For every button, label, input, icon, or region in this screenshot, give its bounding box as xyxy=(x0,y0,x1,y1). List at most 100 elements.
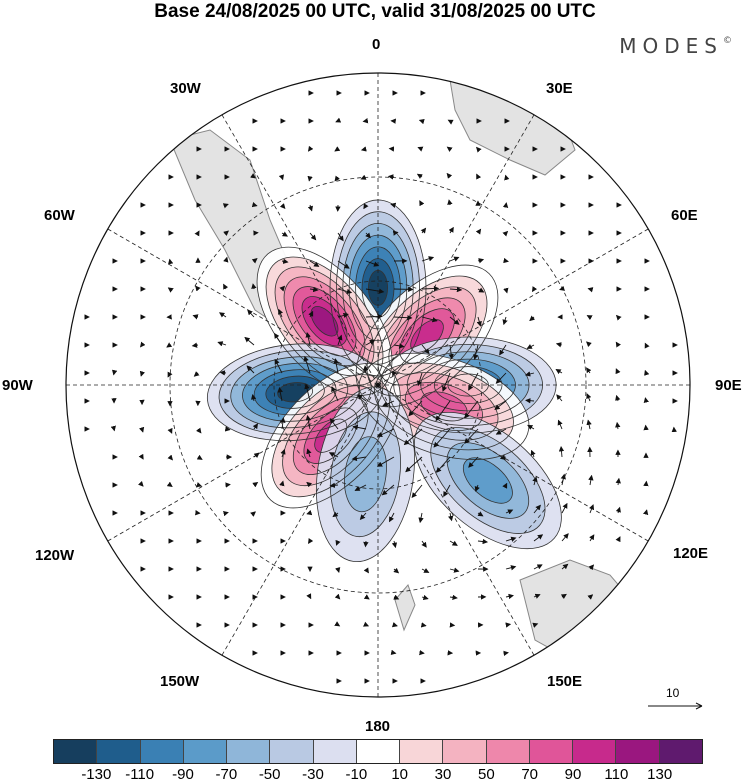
wind-arrow xyxy=(586,393,592,402)
wind-arrow xyxy=(495,372,507,384)
wind-arrow xyxy=(167,371,173,378)
contour-line xyxy=(389,372,499,441)
anomaly-band xyxy=(463,457,513,504)
wind-arrow xyxy=(334,593,341,600)
anomaly-band xyxy=(344,436,387,512)
wind-arrow xyxy=(305,414,311,430)
wind-arrow xyxy=(166,481,173,487)
wind-arrow xyxy=(421,540,427,548)
wind-arrow xyxy=(138,453,144,460)
colorbar-tick-label: -90 xyxy=(172,766,194,783)
wind-arrow xyxy=(448,512,454,522)
wind-arrow xyxy=(420,622,427,628)
wind-arrow xyxy=(392,230,399,236)
wind-arrow xyxy=(280,448,286,458)
wind-arrow xyxy=(449,594,458,601)
meridian xyxy=(377,384,535,656)
wind-arrow xyxy=(473,344,479,361)
modes-logo-text: MODES xyxy=(619,34,723,58)
wind-arrow xyxy=(306,481,313,488)
wind-arrow xyxy=(526,343,535,349)
colorbar-tick-label: 70 xyxy=(521,766,538,783)
contour-line xyxy=(265,375,325,409)
colorbar-swatch-5 xyxy=(270,740,314,763)
wind-arrow xyxy=(421,285,440,292)
wind-arrow xyxy=(524,371,535,377)
wind-arrow xyxy=(365,339,376,346)
wind-arrow xyxy=(381,484,395,496)
colorbar-tick-label: 130 xyxy=(647,766,673,783)
wind-arrow xyxy=(446,172,453,179)
wind-arrow xyxy=(643,509,649,516)
wind-arrow xyxy=(274,332,283,346)
anomaly-band xyxy=(368,270,388,306)
map-boundary xyxy=(65,72,691,698)
wind-arrow xyxy=(196,454,203,460)
wind-arrow xyxy=(533,504,541,514)
wind-arrow xyxy=(279,203,286,209)
colorbar-tick-label: 10 xyxy=(391,766,408,783)
meridian xyxy=(377,228,649,386)
wind-arrow xyxy=(167,287,174,293)
wind-arrow xyxy=(193,371,200,377)
wind-arrow xyxy=(421,344,430,355)
wind-arrow xyxy=(307,175,313,182)
lon-label-0: 0 xyxy=(372,36,381,53)
contour-line xyxy=(344,436,387,513)
contour-line xyxy=(462,457,513,504)
colorbar-swatch-1 xyxy=(97,740,141,763)
contour-line xyxy=(271,374,390,498)
wind-arrow xyxy=(502,230,509,237)
lon-label-90e: 90E xyxy=(715,377,742,394)
colorbar-swatch-3 xyxy=(183,740,228,763)
wind-arrow xyxy=(421,567,430,573)
meridian xyxy=(377,114,535,386)
wind-arrow xyxy=(252,481,259,488)
wind-arrow xyxy=(436,456,451,473)
wind-arrow xyxy=(505,509,514,515)
wind-arrow xyxy=(280,417,286,430)
wind-arrow xyxy=(643,397,649,404)
wind-arrow xyxy=(393,315,413,321)
contour-line xyxy=(355,264,499,408)
wind-arrow xyxy=(417,146,424,152)
wind-arrow xyxy=(589,504,595,514)
wind-arrow xyxy=(494,400,507,411)
wind-arrow xyxy=(448,344,454,360)
wind-arrow xyxy=(278,174,285,181)
wind-arrow xyxy=(447,199,453,206)
wind-arrow xyxy=(363,594,370,600)
contour-line xyxy=(301,296,348,347)
wind-arrow xyxy=(281,231,289,237)
wind-arrow xyxy=(252,423,259,430)
wind-arrow xyxy=(435,400,451,422)
wind-arrow xyxy=(557,419,563,430)
land-new-zealand xyxy=(394,584,416,632)
contour-line xyxy=(329,411,401,538)
wind-arrow xyxy=(277,386,283,402)
wind-arrow xyxy=(196,482,203,488)
colorbar xyxy=(53,739,703,764)
wind-arrow xyxy=(274,358,283,374)
wind-arrow xyxy=(363,540,369,548)
lon-label-30e: 30E xyxy=(546,80,573,97)
colorbar-tick-label: -30 xyxy=(302,766,324,783)
wind-arrow xyxy=(449,567,460,573)
colorbar-swatch-9 xyxy=(443,740,487,763)
wind-arrow xyxy=(448,226,454,234)
wind-arrow xyxy=(418,119,425,125)
contour-line xyxy=(230,356,360,429)
negative-anomaly-australia-140e xyxy=(414,412,562,549)
colorbar-tick-label: 30 xyxy=(434,766,452,783)
wind-arrow xyxy=(387,174,395,180)
map-title: Base 24/08/2025 00 UTC, valid 31/08/2025… xyxy=(154,1,596,22)
wind-arrow xyxy=(588,474,594,486)
wind-arrow xyxy=(337,312,349,319)
wind-arrow xyxy=(139,370,146,377)
wind-arrow xyxy=(391,622,398,628)
wind-arrow xyxy=(251,258,258,264)
wind-arrow xyxy=(329,418,339,430)
wind-arrow xyxy=(403,428,423,446)
wind-arrow xyxy=(586,341,592,347)
contour-line xyxy=(404,381,483,431)
